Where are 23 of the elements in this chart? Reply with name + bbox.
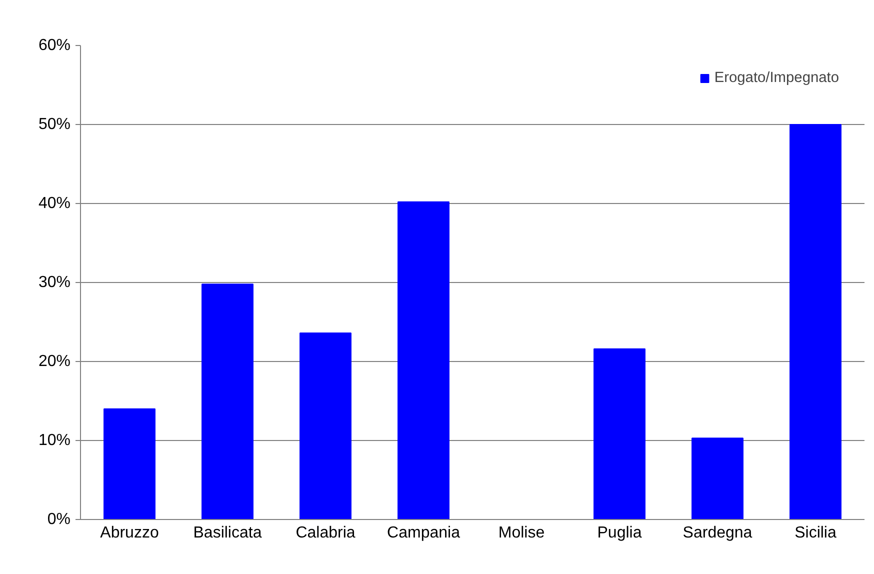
bar [398, 201, 450, 520]
x-tick-label: Sicilia [794, 524, 836, 542]
x-tick-label: Molise [498, 524, 545, 542]
x-tick-label: Abruzzo [100, 524, 159, 542]
y-tick-label: 30% [38, 274, 71, 291]
legend-label: Erogato/Impegnato [714, 70, 839, 86]
bar [202, 284, 254, 520]
bar [594, 348, 646, 520]
y-tick-label: 60% [38, 37, 71, 54]
x-tick-label: Basilicata [193, 524, 262, 542]
x-tick-label: Campania [387, 524, 460, 542]
x-tick-label: Sardegna [682, 524, 752, 542]
bar [790, 124, 842, 520]
x-tick-label: Calabria [296, 524, 356, 542]
y-tick-label: 0% [47, 511, 70, 528]
bar [692, 438, 744, 520]
y-tick-label: 40% [38, 195, 71, 212]
y-tick-label: 10% [38, 432, 71, 449]
bar [104, 408, 156, 520]
y-tick-label: 20% [38, 353, 71, 370]
y-tick-label: 50% [38, 116, 71, 133]
bar [300, 332, 352, 520]
x-tick-label: Puglia [597, 524, 642, 542]
